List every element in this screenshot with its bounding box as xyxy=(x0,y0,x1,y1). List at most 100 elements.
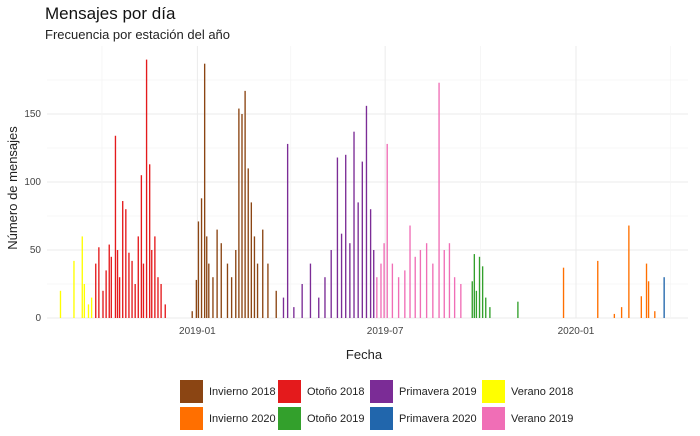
bar-invierno2020 xyxy=(597,260,599,318)
bar-primavera2019 xyxy=(345,154,347,318)
bar-otono2018 xyxy=(154,236,156,318)
bar-otono2018 xyxy=(151,250,153,318)
bar-otono2018 xyxy=(160,284,162,318)
chart-title: Mensajes por día xyxy=(45,4,176,23)
bar-primavera2019 xyxy=(286,143,289,318)
bar-verano2019 xyxy=(443,250,445,318)
bar-invierno2018 xyxy=(241,114,243,318)
bar-primavera2019 xyxy=(340,233,343,318)
bar-invierno2018 xyxy=(256,263,259,318)
bar-primavera2019 xyxy=(301,284,303,318)
bar-otono2018 xyxy=(95,263,97,318)
bar-otono2019 xyxy=(478,256,481,318)
bar-otono2018 xyxy=(108,244,110,318)
bar-otono2018 xyxy=(102,290,104,318)
legend-label-invierno-2020: Invierno 2020 xyxy=(209,412,276,425)
legend-label-invierno-2018: Invierno 2018 xyxy=(209,385,276,398)
bars-layer xyxy=(59,59,665,319)
bar-verano2019 xyxy=(460,284,462,318)
bar-verano2019 xyxy=(425,243,428,318)
bar-primavera2019 xyxy=(357,202,359,318)
bar-otono2019 xyxy=(475,290,478,318)
y-tick-label: 50 xyxy=(30,245,42,256)
bar-invierno2018 xyxy=(275,290,277,318)
legend-label-verano-2019: Verano 2019 xyxy=(511,412,574,425)
bar-otono2018 xyxy=(125,209,127,318)
bar-invierno2018 xyxy=(191,311,193,318)
bar-invierno2020 xyxy=(562,267,565,318)
bar-otono2019 xyxy=(473,254,476,318)
bar-invierno2018 xyxy=(250,202,253,318)
legend-item-otono-2019: Otoño 2019 xyxy=(278,407,370,430)
bar-primavera2019 xyxy=(309,263,312,318)
bar-invierno2018 xyxy=(230,277,233,318)
bar-verano2019 xyxy=(380,263,382,318)
bar-verano2018 xyxy=(73,260,75,318)
bar-invierno2018 xyxy=(235,250,237,318)
bar-invierno2018 xyxy=(200,198,203,318)
legend-label-verano-2018: Verano 2018 xyxy=(511,385,574,398)
bar-verano2018 xyxy=(83,284,86,318)
grid-layer xyxy=(47,46,688,319)
bar-verano2019 xyxy=(453,277,456,318)
bar-primavera2020 xyxy=(663,277,665,318)
y-tick-label: 0 xyxy=(35,313,41,324)
bar-otono2018 xyxy=(105,270,107,318)
bar-otono2019 xyxy=(481,266,484,318)
x-tick-label: 2020-01 xyxy=(558,326,595,337)
bar-otono2018 xyxy=(137,236,139,318)
x-tick-label: 2019-07 xyxy=(367,326,404,337)
legend-swatch-otono-2018 xyxy=(278,380,301,403)
bar-primavera2019 xyxy=(336,157,339,318)
bar-primavera2019 xyxy=(293,307,295,318)
legend-item-primavera-2019: Primavera 2019 xyxy=(370,380,482,403)
bar-invierno2018 xyxy=(216,229,218,318)
legend-item-otono-2018: Otoño 2018 xyxy=(278,380,370,403)
bar-primavera2019 xyxy=(369,209,372,318)
legend-swatch-invierno-2020 xyxy=(180,407,203,430)
bar-otono2018 xyxy=(164,304,166,318)
bar-otono2018 xyxy=(149,164,151,318)
bar-invierno2018 xyxy=(212,277,214,318)
bar-invierno2018 xyxy=(197,221,200,318)
legend-label-otono-2018: Otoño 2018 xyxy=(307,385,365,398)
bar-verano2019 xyxy=(386,143,388,318)
bar-verano2018 xyxy=(59,290,62,318)
legend-item-primavera-2020: Primavera 2020 xyxy=(370,407,482,430)
bar-invierno2018 xyxy=(267,263,269,318)
legend-swatch-otono-2019 xyxy=(278,407,301,430)
bar-verano2019 xyxy=(404,270,406,318)
bar-invierno2020 xyxy=(654,311,656,318)
bar-invierno2018 xyxy=(262,229,264,318)
bar-otono2019 xyxy=(471,281,473,318)
bar-primavera2019 xyxy=(361,161,363,318)
bar-verano2018 xyxy=(90,297,93,318)
bar-invierno2020 xyxy=(647,281,650,318)
bar-invierno2018 xyxy=(206,236,208,318)
bar-verano2019 xyxy=(438,82,440,318)
bar-otono2018 xyxy=(134,284,136,318)
bar-primavera2019 xyxy=(349,243,351,318)
legend-label-primavera-2020: Primavera 2020 xyxy=(399,412,477,425)
bar-invierno2018 xyxy=(195,279,198,318)
bar-otono2018 xyxy=(118,277,121,318)
chart-subtitle: Frecuencia por estación del año xyxy=(45,27,231,42)
bar-primavera2019 xyxy=(373,250,375,318)
bar-verano2019 xyxy=(409,225,411,318)
bar-primavera2019 xyxy=(318,297,320,318)
bar-invierno2018 xyxy=(203,63,206,319)
bar-invierno2020 xyxy=(620,307,623,318)
bar-otono2018 xyxy=(140,175,143,318)
bar-otono2018 xyxy=(157,277,159,318)
x-axis-label: Fecha xyxy=(346,347,383,362)
bar-verano2019 xyxy=(414,256,416,318)
bar-invierno2018 xyxy=(238,108,240,318)
y-tick-label: 100 xyxy=(24,177,41,188)
bar-otono2018 xyxy=(98,247,100,318)
bar-invierno2020 xyxy=(640,296,642,318)
legend-grid: Invierno 2018 Otoño 2018 Primavera 2019 … xyxy=(180,380,700,430)
bar-invierno2018 xyxy=(244,90,246,318)
legend-swatch-primavera-2019 xyxy=(370,380,393,403)
